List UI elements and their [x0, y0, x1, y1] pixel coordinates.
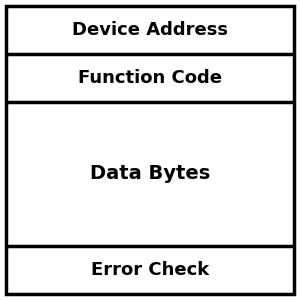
Text: Function Code: Function Code — [78, 69, 222, 87]
Text: Error Check: Error Check — [91, 261, 209, 279]
Text: Device Address: Device Address — [72, 21, 228, 39]
Text: Data Bytes: Data Bytes — [90, 164, 210, 184]
